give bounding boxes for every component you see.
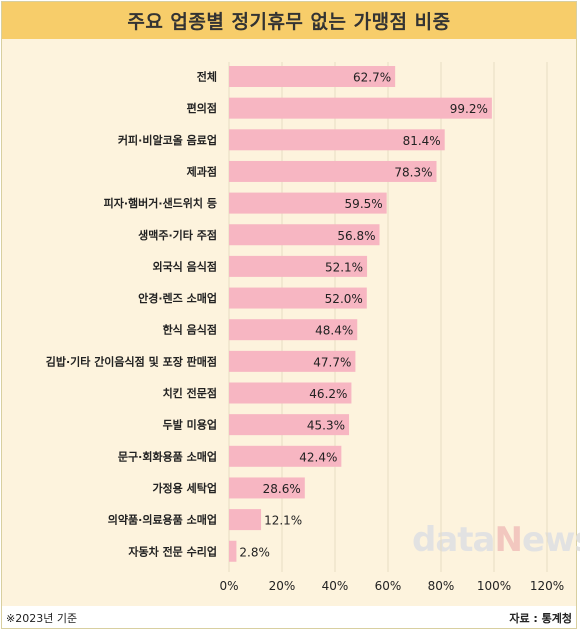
bar — [229, 540, 237, 562]
bar — [229, 319, 358, 341]
bar — [229, 255, 368, 277]
data-label: 2.8% — [239, 545, 269, 559]
bar — [229, 445, 342, 467]
data-label: 81.4% — [403, 134, 441, 148]
bar — [229, 350, 356, 372]
data-label: 78.3% — [394, 165, 432, 179]
bar — [229, 477, 305, 499]
data-label: 45.3% — [307, 419, 345, 433]
category-label: 가정용 세탁업 — [152, 481, 217, 495]
title-bar: 주요 업종별 정기휴무 없는 가맹점 비중 — [2, 2, 576, 39]
watermark-part2: N — [494, 520, 522, 560]
category-label: 두발 미용업 — [163, 418, 217, 432]
category-label: 외국식 음식점 — [152, 259, 217, 273]
bar — [229, 509, 262, 531]
x-tick-label: 80% — [428, 579, 455, 593]
category-label: 치킨 전문점 — [163, 386, 217, 400]
x-tick-label: 120% — [530, 579, 564, 593]
footer-source: 자료 : 통계청 — [509, 612, 572, 625]
category-label: 제과점 — [187, 164, 217, 178]
watermark-part3: ews — [521, 520, 580, 560]
data-label: 59.5% — [345, 197, 383, 211]
chart-title: 주요 업종별 정기휴무 없는 가맹점 비중 — [127, 11, 451, 33]
data-label: 62.7% — [353, 71, 391, 85]
data-label: 56.8% — [337, 229, 375, 243]
bar — [229, 414, 350, 436]
watermark-part1: data — [412, 520, 495, 560]
x-tick-label: 40% — [322, 579, 349, 593]
category-label: 피자·햄버거·샌드위치 등 — [104, 196, 217, 210]
category-label: 자동차 전문 수리업 — [128, 544, 217, 558]
data-label: 42.4% — [299, 450, 337, 464]
category-label: 커피·비알코올 음료업 — [118, 133, 217, 147]
bar — [229, 160, 437, 182]
x-tick-label: 20% — [269, 579, 296, 593]
footer-note: ※2023년 기준 — [6, 612, 78, 625]
data-label: 46.2% — [309, 387, 347, 401]
data-label: 47.7% — [313, 355, 351, 369]
x-tick-label: 100% — [477, 579, 511, 593]
category-label: 편의점 — [187, 101, 217, 115]
bar — [229, 66, 396, 87]
bar — [229, 287, 367, 309]
bar — [229, 129, 445, 151]
category-label: 안경·렌즈 소매업 — [138, 291, 217, 305]
category-label: 문구·회화용품 소매업 — [118, 449, 217, 463]
category-label: 한식 음식점 — [163, 323, 217, 337]
data-label: 52.1% — [325, 260, 363, 274]
data-label: 52.0% — [325, 292, 363, 306]
bar — [229, 192, 387, 214]
data-label: 28.6% — [263, 482, 301, 496]
category-label: 김밥·기타 간이음식점 및 포장 판매점 — [46, 354, 217, 368]
category-label: 생맥주·기타 주점 — [138, 228, 217, 242]
watermark-logo: dataNews — [412, 520, 580, 560]
category-label: 전체 — [197, 70, 217, 84]
data-label: 99.2% — [450, 102, 488, 116]
x-tick-label: 0% — [219, 579, 238, 593]
category-label: 의약품·의료용품 소매업 — [108, 513, 217, 527]
data-label: 12.1% — [264, 514, 302, 528]
data-label: 48.4% — [315, 324, 353, 338]
bar — [229, 382, 352, 404]
bar — [229, 97, 492, 119]
x-tick-label: 60% — [375, 579, 402, 593]
bar — [229, 224, 380, 246]
